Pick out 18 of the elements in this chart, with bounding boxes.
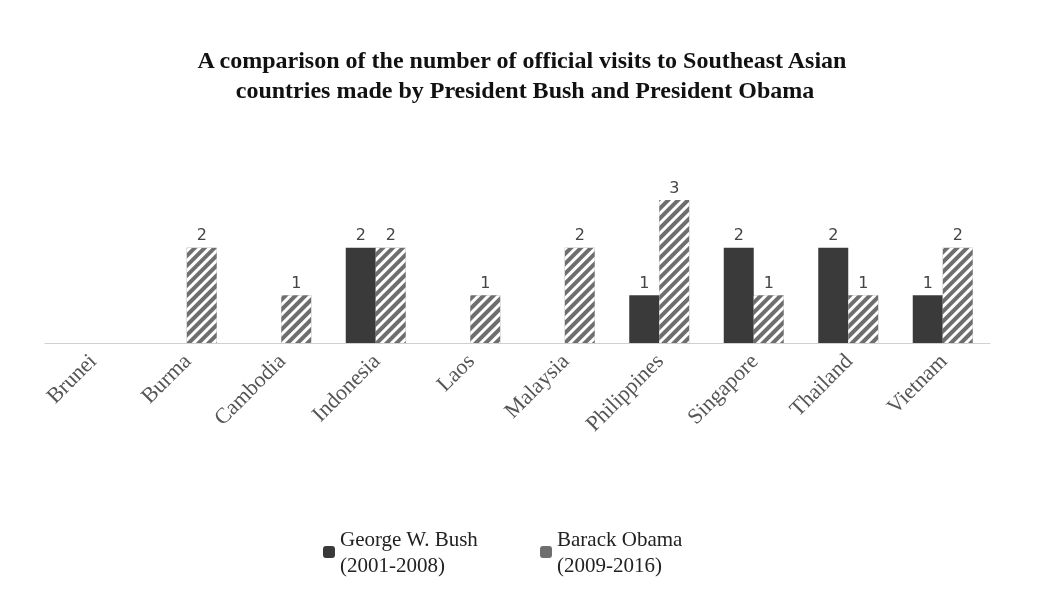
data-label: 3 [669,177,680,197]
data-label: 2 [385,225,396,245]
data-label: 1 [763,272,774,292]
data-label: 2 [196,225,207,245]
data-label: 1 [858,272,869,292]
data-label: 1 [922,272,933,292]
chart-title: A comparison of the number of official visits to Southeast Asian countries made by President Bush and President Obama [197,47,853,103]
data-label: 1 [480,272,491,292]
data-label: 2 [574,225,585,245]
legend-label: George W. Bush (2001-2008) [340,527,484,577]
legend-label: Barack Obama (2009-2016) [557,527,688,577]
data-label: 2 [828,225,839,245]
data-label: 2 [355,225,366,245]
x-tick-label: Laos [431,348,480,397]
data-label: 2 [733,225,744,245]
data-label: 1 [291,272,302,292]
data-label: 1 [639,272,650,292]
data-label: 2 [952,225,963,245]
